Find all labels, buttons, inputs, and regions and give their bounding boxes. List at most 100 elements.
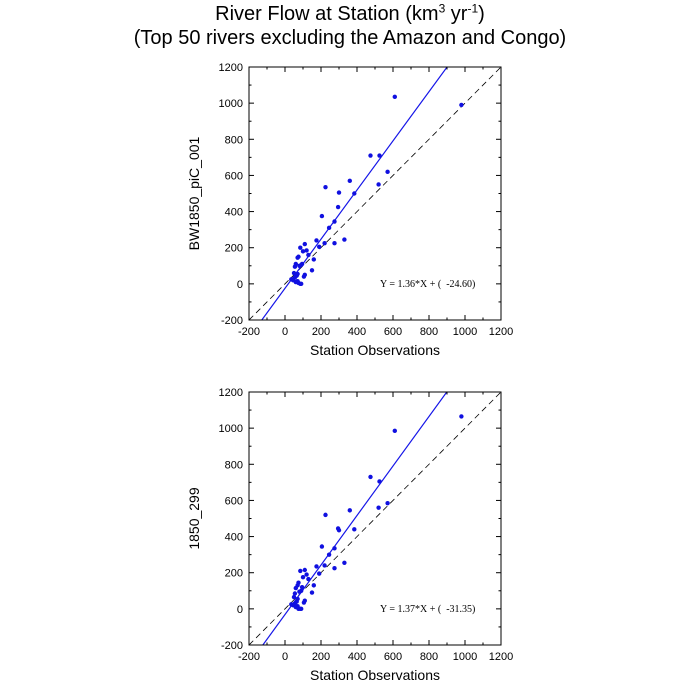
data-point (301, 600, 307, 605)
data-point (296, 606, 301, 612)
data-point (289, 277, 294, 282)
data-point (300, 575, 306, 580)
x-tick-label: 800 (420, 326, 438, 338)
y-axis-label: BW1850_piC_001 (186, 136, 202, 250)
data-point (311, 583, 316, 588)
y-axis-label: 1850_299 (186, 487, 202, 550)
data-point (385, 169, 390, 175)
y-tick-label: 1000 (219, 423, 243, 435)
data-point (296, 280, 301, 286)
data-point (302, 598, 307, 603)
data-point (368, 474, 373, 480)
data-point (306, 576, 311, 582)
data-point (459, 102, 464, 108)
plot-frame (248, 391, 502, 646)
data-point (297, 589, 302, 594)
regression-line (262, 392, 448, 645)
data-point (296, 254, 301, 259)
data-point (294, 273, 299, 278)
y-tick-label: 1200 (219, 62, 243, 74)
data-point (295, 583, 300, 588)
y-tick-label: 1000 (219, 98, 243, 110)
data-point (385, 500, 390, 506)
regression-line (261, 67, 448, 320)
data-point (314, 564, 319, 569)
data-point (295, 271, 300, 277)
data-point (323, 512, 328, 518)
data-point (332, 219, 337, 224)
data-point (323, 184, 328, 190)
data-point (293, 604, 298, 610)
data-point (292, 275, 298, 280)
x-tick-label: 1200 (489, 651, 513, 663)
data-point (376, 505, 381, 510)
data-point (299, 281, 304, 287)
x-tick-label: 200 (312, 651, 330, 663)
data-point (317, 571, 322, 576)
data-point (309, 590, 315, 595)
data-point (292, 601, 298, 606)
x-tick-label: 0 (282, 651, 288, 663)
data-point (293, 279, 298, 285)
data-point (352, 191, 357, 196)
data-point (332, 546, 337, 551)
data-point (311, 257, 316, 262)
data-point (302, 241, 307, 247)
data-point (295, 603, 300, 609)
data-point (289, 602, 294, 607)
data-point (304, 248, 309, 253)
data-point (336, 528, 342, 533)
data-point (295, 278, 300, 284)
data-point (376, 182, 381, 187)
y-tick-label: 1200 (219, 387, 243, 399)
data-point (317, 244, 322, 250)
plot-frame (248, 66, 502, 321)
title-main-text: River Flow at Station (km (215, 3, 439, 25)
y-tick-label: 0 (237, 279, 243, 291)
x-tick-label: 400 (348, 651, 366, 663)
y-tick-label: 600 (225, 495, 243, 507)
data-point (299, 261, 305, 267)
data-point (299, 584, 305, 590)
data-point (335, 526, 341, 531)
title-line-2: (Top 50 rivers excluding the Amazon and … (133, 27, 567, 49)
y-tick-label: 0 (237, 604, 243, 616)
data-point (377, 479, 382, 484)
x-tick-label: 200 (312, 326, 330, 338)
data-point (342, 237, 347, 242)
data-point (392, 428, 397, 434)
data-point (295, 596, 300, 602)
data-point (292, 591, 298, 596)
data-point (291, 594, 297, 600)
data-point (302, 272, 307, 278)
data-point (368, 153, 373, 158)
data-point (332, 240, 337, 246)
data-point (326, 225, 332, 231)
data-point (290, 278, 296, 283)
data-point (299, 606, 304, 612)
title-superscript-3: 3 (438, 1, 446, 16)
data-point (298, 568, 303, 574)
y-tick-label: 200 (225, 243, 243, 255)
chart-title: River Flow at Station (km3 yr-1) (Top 50… (0, 2, 700, 50)
data-point (347, 178, 352, 184)
y-tick-label: 400 (225, 532, 243, 544)
title-unit-text: yr (445, 3, 468, 25)
data-point (326, 552, 332, 557)
data-point (298, 245, 303, 250)
data-point (299, 588, 304, 593)
data-point (319, 213, 325, 219)
x-tick-label: 1200 (489, 326, 513, 338)
data-point (309, 268, 315, 273)
data-point (299, 262, 304, 268)
data-point (352, 527, 357, 532)
data-point (347, 508, 352, 513)
y-tick-label: 400 (225, 207, 243, 219)
identity-line (249, 392, 501, 645)
data-point (296, 580, 301, 585)
title-close-paren: ) (478, 3, 485, 25)
data-point (294, 599, 299, 604)
data-point (291, 270, 297, 276)
